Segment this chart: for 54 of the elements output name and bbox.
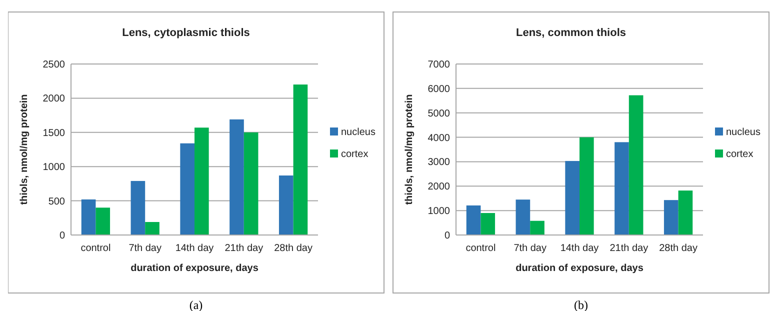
- y-tick-label: 5000: [428, 108, 450, 120]
- y-tick-label: 2500: [42, 60, 66, 70]
- y-tick-label: 1500: [42, 128, 66, 139]
- y-axis-title: thiols, nmol/mg protein: [19, 94, 30, 205]
- bar: [480, 213, 496, 235]
- bar: [466, 205, 481, 235]
- bar: [194, 128, 209, 235]
- y-axis-title: thiols, nmol/mg protein: [404, 94, 415, 205]
- bar: [244, 132, 258, 235]
- bar: [516, 200, 530, 235]
- x-tick-label: 14th day: [560, 243, 599, 254]
- x-tick-label: 21th day: [224, 243, 264, 254]
- y-tick-label: 2000: [428, 182, 450, 193]
- x-tick-label: 7th day: [514, 243, 547, 254]
- bar: [145, 222, 160, 235]
- x-tick-label: 28th day: [659, 243, 698, 254]
- bar: [96, 208, 110, 235]
- bar: [180, 143, 194, 235]
- bar: [565, 160, 580, 235]
- chart-title: Lens, cytoplasmic thiols: [122, 27, 250, 39]
- bar: [81, 199, 96, 235]
- legend-label: nucleus: [726, 127, 760, 138]
- y-tick-label: 6000: [428, 84, 450, 95]
- bar: [130, 180, 146, 235]
- y-tick-label: 1000: [42, 162, 66, 174]
- x-axis-title: duration of exposure, days: [516, 263, 644, 274]
- y-tick-label: 500: [48, 196, 66, 208]
- x-tick-label: 21th day: [610, 243, 648, 254]
- bar: [580, 137, 594, 235]
- y-tick-label: 0: [59, 230, 66, 242]
- y-tick-label: 4000: [428, 132, 450, 144]
- bar: [278, 175, 294, 235]
- x-axis-title: duration of exposure, days: [130, 263, 259, 274]
- y-tick-label: 2000: [42, 94, 66, 105]
- x-tick-label: 14th day: [175, 243, 214, 254]
- x-tick-label: control: [466, 243, 496, 254]
- legend-label: cortex: [726, 149, 754, 160]
- y-tick-label: 1000: [428, 206, 450, 218]
- bar: [614, 142, 629, 235]
- bar: [678, 190, 693, 235]
- bar: [293, 84, 308, 235]
- bar: [628, 95, 644, 235]
- y-tick-label: 0: [444, 230, 450, 242]
- y-tick-label: 3000: [428, 157, 450, 168]
- legend-label: cortex: [341, 149, 368, 160]
- chart-title: Lens, common thiols: [516, 27, 626, 39]
- bar: [664, 200, 678, 235]
- x-tick-label: 28th day: [274, 243, 312, 254]
- bar: [530, 220, 544, 235]
- bar: [230, 119, 244, 235]
- x-tick-label: control: [80, 243, 111, 254]
- legend-label: nucleus: [341, 127, 376, 138]
- x-tick-label: 7th day: [128, 243, 162, 254]
- y-tick-label: 7000: [428, 60, 450, 70]
